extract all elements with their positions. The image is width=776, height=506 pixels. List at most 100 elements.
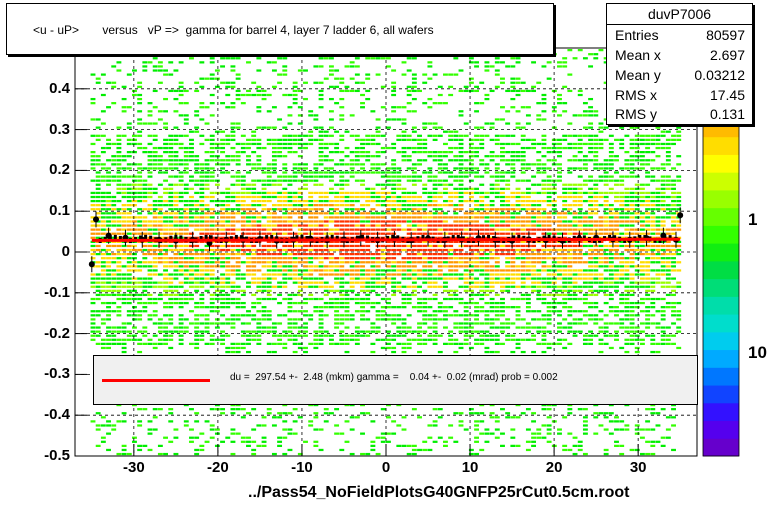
x-tick-label: -20 xyxy=(207,459,229,476)
palette-swatch xyxy=(703,154,739,173)
profile-point xyxy=(355,235,359,241)
y-tick-label: 0.1 xyxy=(49,202,70,220)
profile-point xyxy=(456,234,460,240)
profile-point xyxy=(300,234,304,240)
profile-point xyxy=(517,234,521,240)
palette-swatch xyxy=(703,278,739,297)
profile-point xyxy=(547,234,551,240)
palette-swatch xyxy=(703,136,739,155)
profile-point xyxy=(209,235,213,241)
palette-swatch xyxy=(703,207,739,226)
palette-swatch xyxy=(703,402,739,422)
palette-swatch xyxy=(703,367,739,386)
fit-result-text: du = 297.54 +- 2.48 (mkm) gamma = 0.04 +… xyxy=(230,372,558,383)
profile-point xyxy=(199,235,203,241)
y-tick-label: -0.2 xyxy=(44,324,70,342)
palette-swatch xyxy=(703,243,739,262)
stats-value: 0.03212 xyxy=(694,67,745,83)
stats-key: RMS y xyxy=(615,106,657,122)
profile-point xyxy=(482,235,486,241)
profile-point xyxy=(421,234,425,240)
profile-point xyxy=(677,212,684,219)
title-box: <u - uP> versus vP => gamma for barrel 4… xyxy=(6,3,554,55)
profile-point xyxy=(113,234,117,240)
x-tick-label: 20 xyxy=(545,459,563,476)
palette-swatch xyxy=(703,385,739,404)
profile-point xyxy=(325,235,329,241)
stats-key: Entries xyxy=(615,27,659,43)
x-tick-label: -30 xyxy=(122,459,145,476)
palette-swatch xyxy=(703,438,739,457)
y-tick-label: -0.4 xyxy=(44,406,70,424)
stats-key: Mean y xyxy=(615,67,661,83)
palette-swatch xyxy=(703,172,739,191)
y-tick-label: 0.2 xyxy=(49,161,70,179)
y-tick-label: 0.3 xyxy=(49,120,70,138)
stats-row: Mean y 0.03212 xyxy=(615,65,745,85)
profile-point xyxy=(643,235,647,241)
y-tick-label: -0.3 xyxy=(44,365,70,383)
z-tick-label: 10 xyxy=(748,343,767,362)
profile-point xyxy=(265,235,269,241)
stats-key: RMS x xyxy=(615,87,657,103)
profile-point xyxy=(118,235,122,241)
profile-point xyxy=(487,234,491,240)
palette-swatch xyxy=(703,349,739,368)
profile-point xyxy=(295,235,299,241)
x-tick-label: -10 xyxy=(291,459,313,476)
profile-point xyxy=(577,234,581,240)
profile-point xyxy=(451,235,455,241)
file-name-label: ../Pass54_NoFieldPlotsG40GNFP25rCut0.5cm… xyxy=(248,484,630,501)
profile-point xyxy=(613,235,617,241)
profile-point xyxy=(426,235,430,241)
profile-point xyxy=(638,235,642,241)
profile-point xyxy=(366,235,370,241)
profile-point xyxy=(391,234,395,240)
y-tick-label: -0.5 xyxy=(44,447,70,464)
stats-row: RMS x 17.45 xyxy=(615,85,745,105)
profile-point xyxy=(608,234,612,240)
palette-swatch xyxy=(703,296,739,315)
profile-point xyxy=(88,261,95,268)
plot-title: <u - uP> versus vP => gamma for barrel 4… xyxy=(33,23,434,37)
profile-point xyxy=(169,235,173,241)
palette-swatch xyxy=(703,314,739,333)
profile-point xyxy=(360,234,364,240)
profile-point xyxy=(139,235,143,241)
palette-swatch xyxy=(703,420,739,439)
profile-point xyxy=(239,235,243,241)
fit-line-swatch xyxy=(102,379,210,382)
fit-line xyxy=(91,237,681,242)
stats-name: duvP7006 xyxy=(607,4,752,25)
profile-point xyxy=(270,234,274,240)
stats-row: Mean x 2.697 xyxy=(615,45,745,65)
stats-row: RMS y 0.131 xyxy=(615,104,745,124)
profile-point xyxy=(108,235,112,241)
y-tick-label: 0 xyxy=(61,243,70,260)
stats-row: Entries 80597 xyxy=(615,25,745,45)
z-tick-label: 1 xyxy=(748,210,758,229)
profile-point xyxy=(330,234,334,240)
profile-point xyxy=(93,216,100,223)
profile-point xyxy=(204,234,208,240)
palette-swatch xyxy=(703,189,739,209)
stats-value: 80597 xyxy=(706,27,745,43)
y-tick-label: -0.1 xyxy=(44,283,70,301)
profile-point xyxy=(179,235,183,241)
profile-point xyxy=(582,235,586,241)
palette-swatch xyxy=(703,260,739,280)
profile-point xyxy=(335,235,339,241)
profile-point xyxy=(144,234,148,240)
stats-value: 0.131 xyxy=(709,106,745,122)
x-tick-label: 10 xyxy=(461,459,479,476)
profile-point xyxy=(396,235,400,241)
profile-point xyxy=(512,235,516,241)
profile-point xyxy=(668,235,672,241)
profile-point xyxy=(174,234,178,240)
stats-value: 17.45 xyxy=(709,87,745,103)
fit-legend: du = 297.54 +- 2.48 (mkm) gamma = 0.04 +… xyxy=(93,355,698,405)
palette-swatch xyxy=(703,331,739,351)
profile-point xyxy=(149,235,153,241)
stats-value: 2.697 xyxy=(709,47,745,63)
